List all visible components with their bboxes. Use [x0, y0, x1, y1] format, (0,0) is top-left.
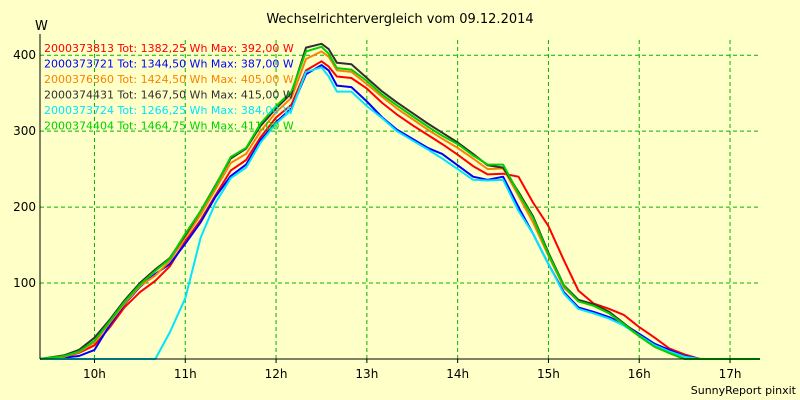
series-line-1: [39, 60, 760, 360]
y-tick-label: 400: [13, 48, 36, 62]
legend-entry-4: 2000374431 Tot: 1467,50 Wh Max: 415,00 W: [44, 89, 294, 102]
legend-entry-2: 2000373721 Tot: 1344,50 Wh Max: 387,00 W: [44, 58, 294, 71]
series-line-2: [39, 64, 760, 360]
legend-entry-3: 2000376360 Tot: 1424,50 Wh Max: 405,00 W: [44, 73, 294, 86]
y-tick-label: 200: [13, 200, 36, 214]
y-axis-unit-label: W: [35, 19, 48, 34]
y-tick-label: 300: [13, 124, 36, 138]
x-tick-label: 14h: [446, 367, 469, 381]
series-line-6: [39, 45, 760, 360]
y-tick-label: 100: [13, 276, 36, 290]
x-tick-label: 11h: [174, 367, 197, 381]
legend-entry-1: 2000373813 Tot: 1382,25 Wh Max: 392,00 W: [44, 42, 294, 55]
x-tick-label: 13h: [355, 367, 378, 381]
series-lines: [39, 42, 760, 360]
x-tick-label: 10h: [83, 367, 106, 381]
axes: 100 200 300 400 10h 11h 12h 13h 14h 15h 16h 17h: [13, 34, 760, 381]
x-tick-label: 12h: [265, 367, 288, 381]
x-tick-label: 15h: [537, 367, 560, 381]
footer-credit: SunnyReport pinxit: [691, 384, 797, 397]
legend: 2000373813 Tot: 1382,25 Wh Max: 392,00 W…: [44, 42, 294, 133]
legend-entry-6: 2000374404 Tot: 1464,75 Wh Max: 411,00 W: [44, 120, 294, 133]
x-tick-label: 17h: [719, 367, 742, 381]
x-tick-label: 16h: [628, 367, 651, 381]
legend-entry-5: 2000373724 Tot: 1266,25 Wh Max: 384,00 W: [44, 104, 294, 117]
chart-title: Wechselrichtervergleich vom 09.12.2014: [266, 12, 533, 27]
